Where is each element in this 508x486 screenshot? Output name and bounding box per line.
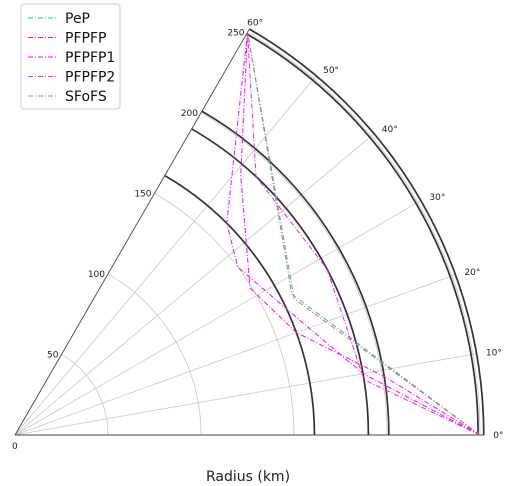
x-axis-label: Radius (km)	[206, 469, 290, 485]
legend-label-pep: PeP	[65, 11, 90, 27]
grid	[14, 31, 481, 436]
series-lines	[226, 32, 481, 436]
legend: PeP PFPFP PFPFP1 PFPFP2 SFoFS	[20, 3, 121, 110]
radial-tick-label-250: 250	[227, 28, 244, 38]
radial-tick-label-50: 50	[47, 351, 59, 361]
grid-spoke-50	[14, 75, 317, 436]
angle-tick-label-0: 0°	[493, 431, 503, 441]
series-line-pep	[247, 32, 481, 436]
radial-tick-label-200: 200	[181, 109, 198, 119]
angle-tick-label-20: 20°	[464, 268, 480, 278]
angle-tick-label-60: 60°	[247, 19, 263, 29]
frame-edge-60	[14, 28, 250, 436]
layer-boundaries	[164, 28, 485, 436]
series-line-pfpfp	[226, 32, 481, 436]
angle-tick-label-50: 50°	[323, 66, 339, 76]
boundary-arc-5	[248, 28, 485, 436]
radial-tick-label-150: 150	[134, 189, 151, 199]
legend-label-pfpfp2: PFPFP2	[65, 70, 115, 86]
wedge-frame	[14, 28, 484, 436]
legend-label-sfofs: SFoFS	[65, 89, 107, 105]
grid-spoke-10	[14, 353, 477, 436]
boundary-arc-3	[201, 110, 390, 436]
boundary-arc-4	[246, 33, 479, 436]
radial-tick-label-0: 0	[12, 442, 18, 452]
angle-tick-label-10: 10°	[486, 348, 502, 358]
series-line-sfofs	[247, 32, 481, 436]
grid-spoke-20	[14, 274, 456, 436]
grid-spoke-30	[14, 200, 422, 436]
radial-tick-label-100: 100	[88, 270, 105, 280]
angle-tick-label-40: 40°	[382, 125, 398, 135]
angle-tick-label-30: 30°	[429, 193, 445, 203]
boundary-arc-1	[164, 174, 316, 436]
series-line-pfpfp1	[240, 32, 481, 436]
legend-label-pfpfp1: PFPFP1	[65, 50, 115, 66]
legend-label-pfpfp: PFPFP	[65, 31, 106, 47]
legend-box	[20, 3, 121, 110]
tick-labels: 0 50 100 150 200 250 0° 10° 20° 30° 40° 50° 60°	[12, 19, 503, 452]
grid-spoke-40	[14, 133, 375, 436]
